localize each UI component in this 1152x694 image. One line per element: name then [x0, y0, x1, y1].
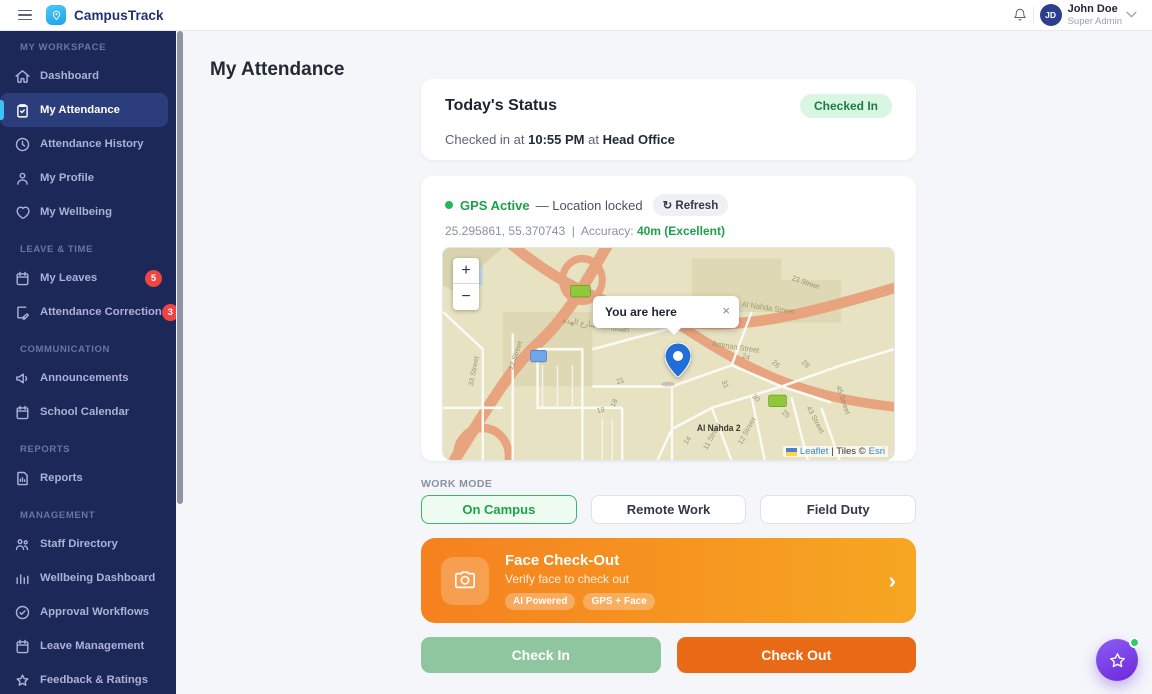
svg-text:19: 19	[596, 405, 605, 416]
svg-text:Al Nahda 2: Al Nahda 2	[697, 423, 741, 433]
